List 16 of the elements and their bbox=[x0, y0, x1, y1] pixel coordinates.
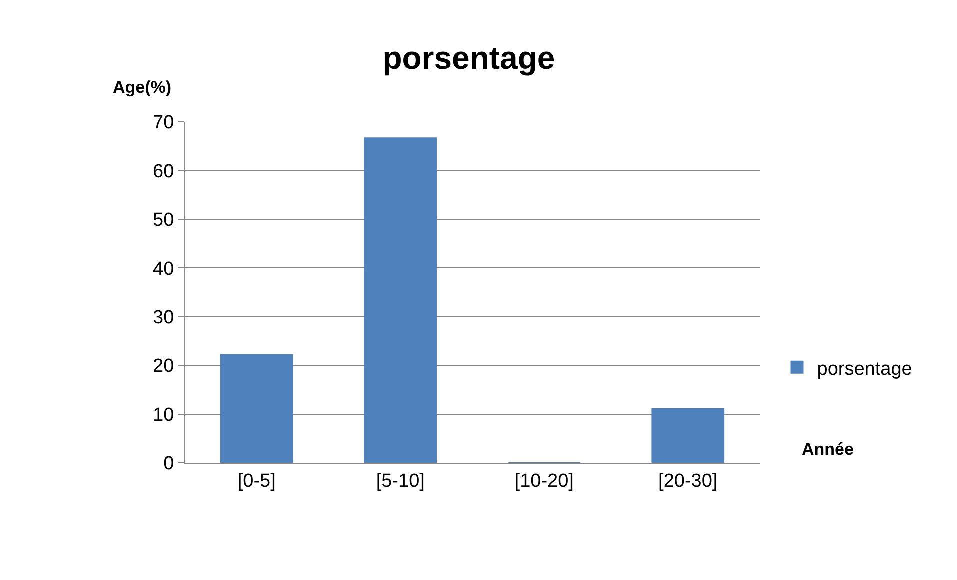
y-tick-label: 30 bbox=[153, 308, 174, 329]
y-tick-label: 20 bbox=[153, 356, 174, 378]
y-tick-label: 50 bbox=[153, 210, 174, 232]
y-tick-label: 0 bbox=[164, 454, 174, 475]
legend-label: porsentage bbox=[817, 358, 912, 380]
x-axis-title: Année bbox=[802, 440, 854, 459]
x-tick-label: [10-20] bbox=[514, 470, 574, 492]
y-tick-label: 70 bbox=[153, 112, 174, 134]
y-axis-title: Age(%) bbox=[113, 78, 172, 97]
y-tick-label: 10 bbox=[153, 404, 174, 426]
x-tick-label: [0-5] bbox=[238, 470, 276, 492]
x-tick-label: [20-30] bbox=[658, 470, 718, 492]
y-tick-label: 60 bbox=[153, 161, 174, 182]
x-tick-label: [5-10] bbox=[376, 470, 425, 492]
chart-title: porsentage bbox=[382, 40, 556, 76]
y-tick-label: 40 bbox=[153, 258, 174, 280]
